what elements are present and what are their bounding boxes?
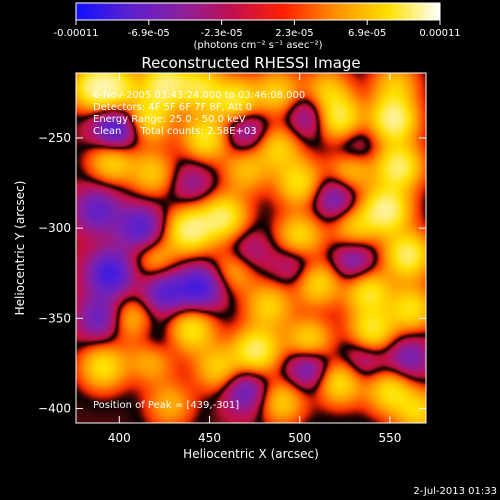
x-axis-label: Heliocentric X (arcsec) bbox=[183, 447, 319, 461]
y-tick-label: −300 bbox=[38, 221, 71, 235]
colorbar-tick-label: -2.3e-05 bbox=[201, 28, 243, 39]
y-axis-label: Heliocentric Y (arcsec) bbox=[13, 181, 27, 316]
colorbar-tick-label: 2.3e-05 bbox=[275, 28, 313, 39]
colorbar-unit-label: (photons cm⁻² s⁻¹ asec⁻²) bbox=[193, 40, 322, 51]
x-tick-label: 450 bbox=[198, 431, 221, 445]
annotation-time-range: 6-Nov-2005 03:43:24.000 to 03:46:08.000 bbox=[93, 90, 305, 101]
annotation-energy-range: Energy Range: 25.0 - 50.0 keV bbox=[93, 114, 246, 125]
heatmap-image bbox=[76, 73, 426, 423]
colorbar-tick-label: -6.9e-05 bbox=[128, 28, 170, 39]
y-tick-label: −400 bbox=[38, 402, 71, 416]
plot-frame bbox=[75, 72, 427, 424]
y-tick-label: −350 bbox=[38, 311, 71, 325]
annotation-counts: Clean Total counts: 2.58E+03 bbox=[93, 126, 257, 137]
colorbar-gradient bbox=[75, 2, 441, 21]
colorbar: -0.00011 -6.9e-05 -2.3e-05 2.3e-05 6.9e-05 0.… bbox=[54, 2, 461, 51]
x-axis: 400 450 500 550 bbox=[108, 73, 401, 445]
colorbar-tick-label: -0.00011 bbox=[54, 28, 99, 39]
peak-position-label: Position of Peak = [439,-301] bbox=[93, 400, 239, 411]
image-area bbox=[76, 73, 426, 423]
chart-title: Reconstructed RHESSI Image bbox=[141, 54, 360, 72]
annotation-detectors: Detectors: 4F 5F 6F 7F 8F, Att 0 bbox=[93, 102, 252, 113]
colorbar-tick-label: 0.00011 bbox=[419, 28, 460, 39]
x-tick-label: 500 bbox=[288, 431, 311, 445]
x-tick-label: 400 bbox=[108, 431, 131, 445]
y-axis: −250 −300 −350 −400 bbox=[38, 131, 426, 416]
x-tick-label: 550 bbox=[378, 431, 401, 445]
y-tick-label: −250 bbox=[38, 131, 71, 145]
annotations: 6-Nov-2005 03:43:24.000 to 03:46:08.000 … bbox=[93, 90, 305, 411]
timestamp: 2-Jul-2013 01:33 bbox=[413, 486, 497, 497]
colorbar-tick-label: 6.9e-05 bbox=[348, 28, 386, 39]
